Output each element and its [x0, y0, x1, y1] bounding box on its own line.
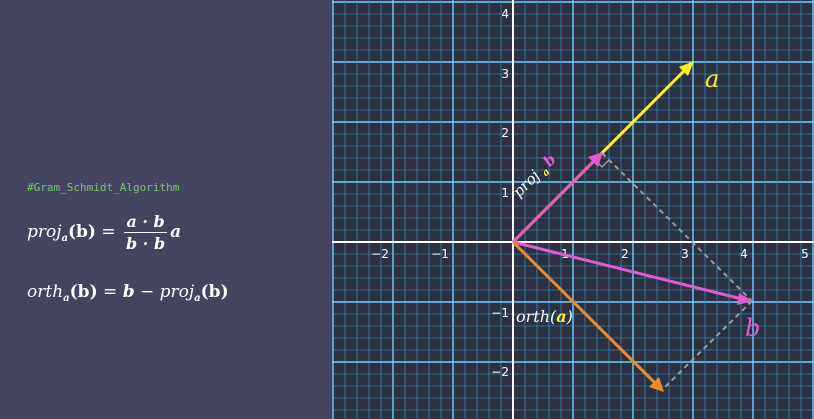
- y-tick-3: 3: [501, 67, 509, 81]
- proj-tail: a: [170, 222, 182, 242]
- label-a: a: [705, 65, 719, 93]
- hashtag-label: #Gram_Schmidt_Algorithm: [27, 181, 180, 194]
- proj-arg: (b): [68, 222, 96, 242]
- x-tick-2: 2: [621, 247, 629, 261]
- orth-rhs-proj: proj: [159, 282, 195, 302]
- vector-b-arrowhead: [737, 293, 753, 305]
- y-tick-neg1: −1: [491, 306, 509, 320]
- orth-rhs-sub: a: [194, 293, 201, 304]
- x-tick-5: 5: [801, 247, 809, 261]
- x-tick-neg1: −1: [431, 247, 449, 261]
- orth-arg: (b): [69, 282, 98, 302]
- y-tick-neg2: −2: [491, 365, 509, 379]
- vector-proj-arrowhead: [588, 152, 603, 167]
- orth-dashed-line: [661, 300, 753, 391]
- orth-fn: orth: [27, 282, 64, 302]
- y-tick-4: 4: [501, 7, 509, 21]
- orthogonal-formula: ortha(b) = b − proja(b): [27, 282, 229, 304]
- grid-lines: [332, 0, 814, 419]
- orth-label-main: orth(: [516, 307, 557, 326]
- proj-sub: a: [61, 233, 68, 244]
- orth-rhs-arg: (b): [200, 282, 229, 302]
- x-tick-neg2: −2: [371, 247, 389, 261]
- proj-eq: =: [95, 222, 122, 242]
- orth-eq: =: [97, 282, 123, 302]
- vector-orth: [511, 240, 657, 385]
- proj-fn: proj: [27, 222, 62, 242]
- proj-dashed-line: [601, 152, 753, 302]
- orth-minus: −: [134, 282, 160, 302]
- proj-label-b: b: [540, 150, 560, 170]
- orth-label-a: a: [556, 307, 566, 326]
- orth-sub: a: [63, 293, 70, 304]
- vector-b: [512, 240, 743, 301]
- orth-rhs-b: b: [122, 282, 135, 302]
- coordinate-grid: −2 −1 1 2 3 4 5 4 3 2 1 −1 −2 a: [332, 0, 814, 419]
- x-tick-3: 3: [681, 247, 689, 261]
- y-tick-2: 2: [501, 126, 509, 140]
- y-tick-1: 1: [501, 186, 509, 200]
- proj-label-main: proj: [509, 166, 544, 201]
- y-tick-labels: 4 3 2 1 −1 −2: [491, 7, 509, 379]
- vector-a-arrowhead: [679, 61, 694, 76]
- orth-label-close: ): [566, 307, 573, 326]
- orth-label: orth(a): [516, 307, 573, 326]
- x-tick-4: 4: [740, 247, 748, 261]
- label-b: b: [745, 314, 760, 342]
- formula-panel: #Gram_Schmidt_Algorithm proja(b) = a · b…: [0, 0, 332, 419]
- vector-proj: [511, 159, 596, 244]
- vector-orth-arrowhead: [649, 377, 664, 392]
- proj-numerator: a · b: [124, 212, 167, 233]
- proj-denominator: b · b: [126, 234, 166, 253]
